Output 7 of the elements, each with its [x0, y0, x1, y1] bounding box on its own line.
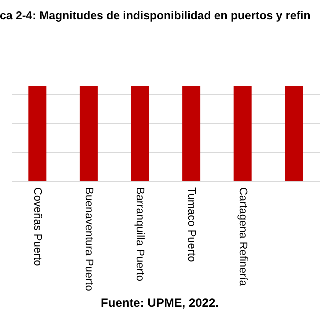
x-tick-label: Tumaco Puerto: [186, 188, 198, 262]
x-tick-label: Buenaventura Puerto: [82, 188, 95, 292]
chart-title: ca 2-4: Magnitudes de indisponibilidad en puertos y refin: [0, 10, 311, 22]
x-tick-label: Cartagena Refinería: [236, 188, 249, 288]
source-note: Fuente: UPME, 2022.: [101, 296, 219, 310]
x-tick-label: Coveñas Puerto: [32, 188, 44, 266]
x-tick-label: Barranquilla Puerto: [134, 188, 146, 282]
